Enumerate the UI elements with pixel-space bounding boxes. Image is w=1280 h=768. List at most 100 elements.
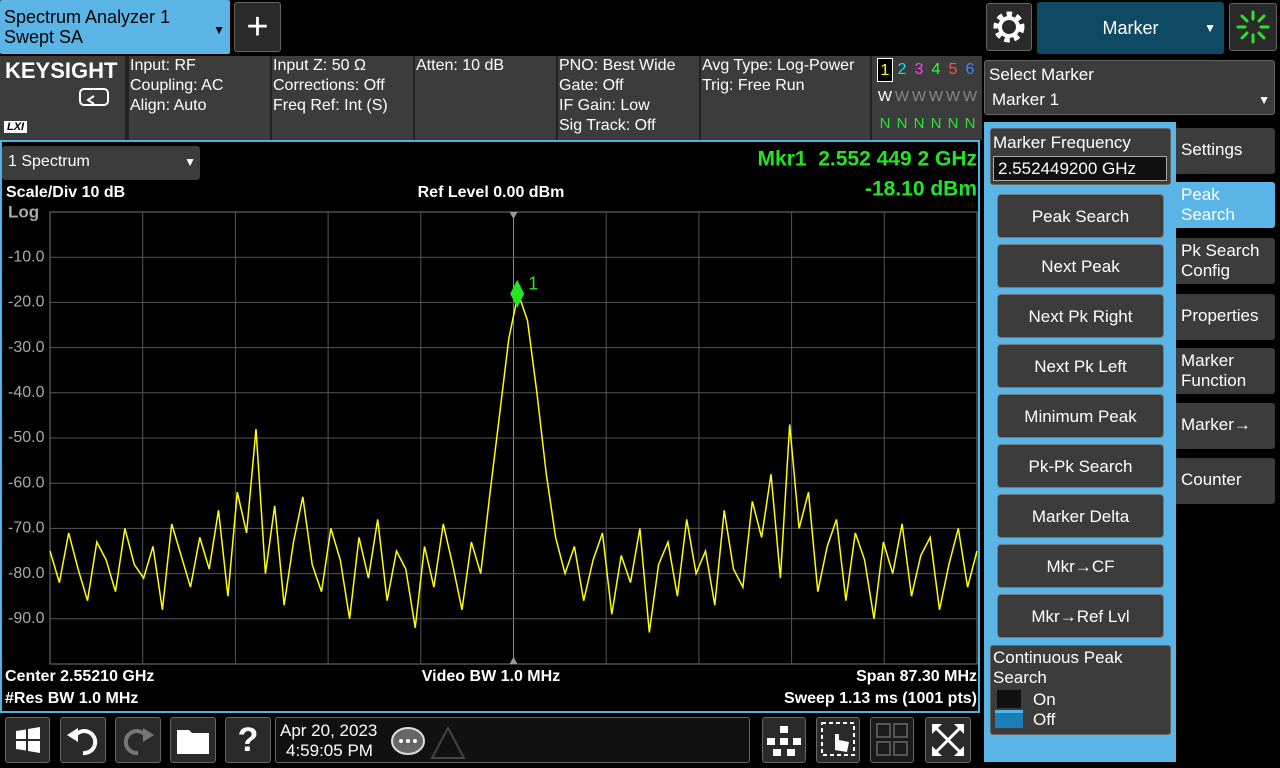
trace-number: 6 <box>965 61 975 78</box>
touch-button[interactable] <box>816 717 860 763</box>
menu-button[interactable]: Marker Delta <box>997 494 1164 538</box>
menu-button[interactable]: Minimum Peak <box>997 394 1164 438</box>
layout-icon <box>767 726 801 756</box>
toggle-off-indicator[interactable] <box>995 710 1023 728</box>
gear-icon <box>993 11 1025 43</box>
trace-type: W <box>911 88 927 105</box>
marker-amplitude: -18.10 dBm <box>865 178 977 201</box>
mode-tab[interactable]: Marker ▼ <box>1037 2 1224 54</box>
remote-icon <box>79 88 109 106</box>
dropdown-arrow: ▼ <box>1258 93 1270 107</box>
trace-type: W <box>962 88 978 105</box>
trace-number: 2 <box>897 61 907 78</box>
trace-number: 5 <box>948 61 958 78</box>
continuous-peak-label: Continuous Peak Search <box>993 648 1123 687</box>
trace-type: W <box>928 88 944 105</box>
marker-label: 1 <box>528 274 538 294</box>
y-tick-label: -30.0 <box>8 339 45 356</box>
menu-button[interactable]: Next Peak <box>997 244 1164 288</box>
windows-button[interactable] <box>5 717 50 763</box>
info-text: PNO: Best Wide <box>559 57 676 74</box>
sweep-setting: #Res BW 1.0 MHz <box>5 690 138 707</box>
menu-button[interactable]: Mkr→Ref Lvl <box>997 594 1164 638</box>
fullscreen-icon <box>932 724 964 756</box>
busy-indicator <box>1229 3 1277 51</box>
menu-button[interactable]: Next Pk Right <box>997 294 1164 338</box>
info-text: Sig Track: Off <box>559 117 656 134</box>
sweep-setting: Sweep 1.13 ms (1001 pts) <box>784 690 977 707</box>
help-button[interactable]: ? <box>225 717 271 763</box>
info-text: Coupling: AC <box>130 77 224 94</box>
multi-window-icon <box>876 723 908 756</box>
info-text: Align: Auto <box>130 97 207 114</box>
trace-detector: N <box>930 115 942 132</box>
y-tick-label: -10.0 <box>8 248 45 265</box>
menu-button[interactable]: Mkr→CF <box>997 544 1164 588</box>
toggle-off-label: Off <box>1033 710 1056 729</box>
fullscreen-button[interactable] <box>925 717 971 763</box>
toggle-on-label: On <box>1033 690 1056 709</box>
sweep-setting: Center 2.55210 GHz <box>5 668 154 685</box>
scale-type: Log <box>8 202 39 221</box>
menu-tab[interactable]: Marker Function <box>1176 348 1275 394</box>
menu-tab[interactable]: Peak Search <box>1176 182 1275 228</box>
info-separator <box>270 56 272 140</box>
center-marker-top <box>509 212 518 219</box>
ref-level: Ref Level 0.00 dBm <box>418 184 565 201</box>
trace-number: 4 <box>931 61 941 78</box>
add-button[interactable]: + <box>234 2 281 52</box>
sweep-setting: Span 87.30 MHz <box>856 668 977 685</box>
marker-readout: Mkr1 2.552 449 2 GHz <box>758 148 977 171</box>
layout-button[interactable] <box>762 717 806 763</box>
trace-type: W <box>877 88 893 105</box>
y-tick-label: -20.0 <box>8 294 45 311</box>
info-separator <box>870 56 872 140</box>
info-text: Input: RF <box>130 57 196 74</box>
info-separator <box>699 56 701 140</box>
undo-button[interactable] <box>60 717 106 763</box>
file-button[interactable] <box>170 717 216 763</box>
logo: KEYSIGHT <box>5 58 118 83</box>
info-text: IF Gain: Low <box>559 97 650 114</box>
spinner-icon <box>1236 10 1270 44</box>
marker-frequency-input[interactable]: 2.552449200 GHz <box>993 156 1167 181</box>
menu-button[interactable]: Peak Search <box>997 194 1164 238</box>
y-tick-label: -40.0 <box>8 384 45 401</box>
settings-button[interactable] <box>986 3 1032 51</box>
trace-detector: N <box>913 115 925 132</box>
menu-button[interactable]: Next Pk Left <box>997 344 1164 388</box>
multi-window-button[interactable] <box>870 717 914 763</box>
menu-tab[interactable]: Marker→ <box>1176 403 1275 449</box>
mode-tab-label: Marker <box>1102 18 1159 38</box>
menu-tab[interactable]: Pk Search Config <box>1176 238 1275 284</box>
trace-detector: N <box>896 115 908 132</box>
scale-div: Scale/Div 10 dB <box>6 184 125 201</box>
windows-icon <box>16 727 40 753</box>
analyzer-select[interactable]: Spectrum Analyzer 1 Swept SA ▼ <box>0 0 230 54</box>
menu-tab[interactable]: Settings <box>1176 128 1275 174</box>
y-tick-label: -60.0 <box>8 474 45 491</box>
menu-tab[interactable]: Counter <box>1176 458 1275 504</box>
redo-button[interactable] <box>115 717 161 763</box>
info-separator <box>127 56 129 140</box>
analyzer-mode: Swept SA <box>4 27 84 47</box>
marker-frequency-label: Marker Frequency <box>993 133 1131 152</box>
sweep-setting: Video BW 1.0 MHz <box>422 668 560 685</box>
info-text: Trig: Free Run <box>702 77 805 94</box>
continuous-peak-box: Continuous Peak Search On Off <box>990 645 1171 735</box>
touch-icon <box>821 722 855 756</box>
info-text: Gate: Off <box>559 77 624 94</box>
logo-box: KEYSIGHT LXI <box>0 56 127 140</box>
menu-tab[interactable]: Properties <box>1176 294 1275 340</box>
dropdown-arrow: ▼ <box>1204 21 1216 35</box>
trace-detector: N <box>879 115 891 132</box>
date: Apr 20, 2023 <box>280 721 378 740</box>
toggle-on-indicator[interactable] <box>997 690 1021 708</box>
trace-number: 3 <box>914 61 924 78</box>
marker-select[interactable]: Select Marker Marker 1 ▼ <box>984 60 1275 115</box>
menu-button[interactable]: Pk-Pk Search <box>997 444 1164 488</box>
window-select[interactable]: 1 Spectrum ▼ <box>2 146 200 180</box>
analyzer-name: Spectrum Analyzer 1 <box>4 7 171 27</box>
